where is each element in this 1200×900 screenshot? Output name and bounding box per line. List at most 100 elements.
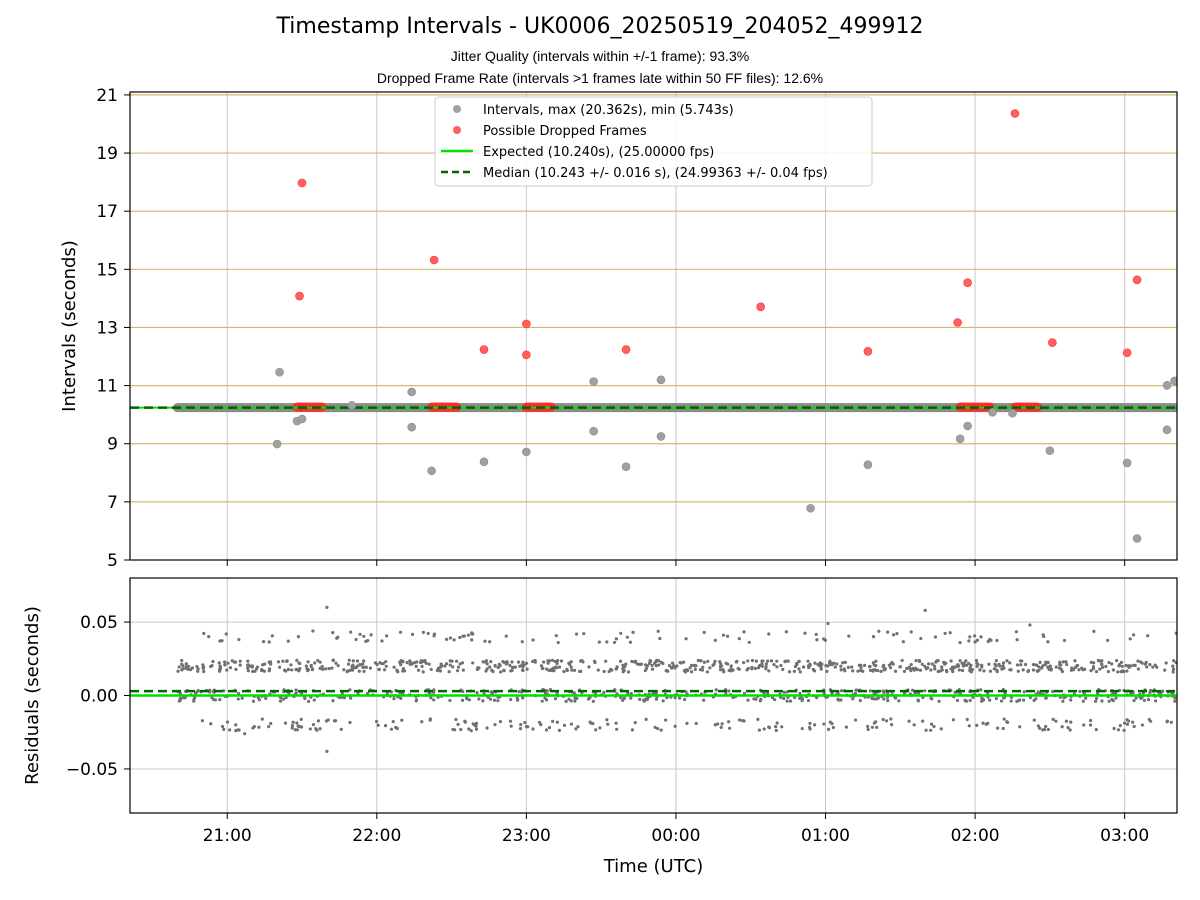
residual-point [870, 696, 874, 701]
residual-point [779, 663, 783, 668]
residual-point [846, 665, 850, 669]
residual-outlier-0 [325, 605, 329, 609]
residual-point [967, 661, 971, 666]
residual-point [737, 718, 742, 722]
residual-point [754, 659, 758, 663]
residual-point [1100, 662, 1104, 666]
residual-point [257, 725, 261, 729]
residual-point [556, 640, 560, 645]
residual-point [800, 726, 804, 731]
residual-point [389, 727, 394, 731]
top-ytick-label-6: 17 [96, 202, 118, 222]
residual-point [750, 658, 755, 663]
residual-point [279, 699, 283, 703]
residual-point [897, 699, 901, 703]
residual-point [960, 661, 964, 665]
residual-point [1132, 724, 1136, 729]
residual-point [289, 663, 293, 667]
residual-point [521, 696, 525, 700]
residual-point [719, 725, 723, 729]
residual-point [767, 669, 771, 673]
residual-point [1064, 719, 1069, 723]
residual-point [1002, 696, 1006, 700]
residual-point [488, 640, 492, 644]
x-tick-label-3: 00:00 [651, 826, 700, 846]
residual-point [230, 659, 234, 663]
residual-point [974, 658, 979, 663]
residual-point [555, 661, 559, 666]
residual-point [429, 667, 433, 672]
residual-point [574, 727, 578, 731]
residual-point [866, 727, 870, 732]
residual-point [633, 660, 637, 664]
residual-point [460, 661, 465, 665]
residual-point [357, 669, 361, 673]
interval-point-26 [1170, 376, 1177, 386]
residual-point [362, 659, 366, 663]
residual-point [951, 669, 955, 674]
residual-point [209, 664, 213, 669]
residual-point [871, 661, 875, 665]
residual-point [509, 724, 513, 728]
residual-point [693, 667, 697, 672]
residual-point [851, 697, 855, 701]
residual-point [915, 668, 920, 672]
interval-point-13 [656, 375, 666, 385]
residual-point [420, 720, 424, 724]
residual-point [935, 659, 939, 663]
residual-point [727, 689, 731, 693]
residual-point [1038, 660, 1042, 664]
residual-point [1073, 665, 1078, 669]
residual-point [867, 664, 872, 669]
residual-point [493, 663, 497, 668]
residual-point [461, 634, 465, 638]
residual-point [1164, 661, 1168, 665]
residual-point [492, 698, 497, 702]
residual-point [218, 698, 222, 702]
residual-point [481, 660, 485, 664]
residual-point [526, 725, 530, 729]
residual-point [965, 717, 969, 722]
residual-point [1106, 670, 1111, 674]
residual-point [209, 722, 213, 726]
residual-point [295, 667, 299, 671]
residual-point [701, 665, 705, 669]
residual-point [1022, 690, 1026, 694]
residual-point [889, 717, 893, 721]
residual-point [633, 721, 637, 725]
residual-point [973, 640, 977, 644]
residual-point [1073, 659, 1077, 663]
residual-point [882, 690, 886, 695]
residual-point [883, 667, 887, 671]
top-ytick-label-7: 19 [96, 144, 118, 164]
residual-point [349, 630, 353, 634]
residual-point [432, 698, 436, 702]
residual-point [870, 725, 875, 729]
residual-point [684, 637, 688, 641]
residual-point [475, 667, 480, 672]
residual-point [461, 689, 465, 694]
residual-point [920, 662, 924, 666]
residual-point [973, 634, 977, 638]
residual-point [713, 638, 717, 642]
residual-point [819, 667, 823, 671]
residual-point [734, 660, 738, 664]
residual-point [619, 631, 623, 635]
residual-point [781, 667, 785, 672]
residual-point [926, 666, 930, 670]
residual-point [591, 699, 595, 703]
residual-point [1044, 724, 1048, 729]
residual-point [401, 666, 406, 671]
residual-point [485, 662, 489, 666]
residual-point [754, 697, 758, 701]
residual-point [594, 728, 598, 732]
residual-point [1075, 663, 1080, 668]
residual-point [742, 661, 746, 665]
residual-point [839, 668, 843, 672]
bottom-ytick-label-2: 0.05 [80, 613, 118, 633]
residual-point [233, 660, 238, 664]
residual-point [396, 670, 400, 674]
residual-point [945, 669, 949, 674]
residual-point [767, 632, 771, 636]
residual-point [1110, 662, 1114, 666]
